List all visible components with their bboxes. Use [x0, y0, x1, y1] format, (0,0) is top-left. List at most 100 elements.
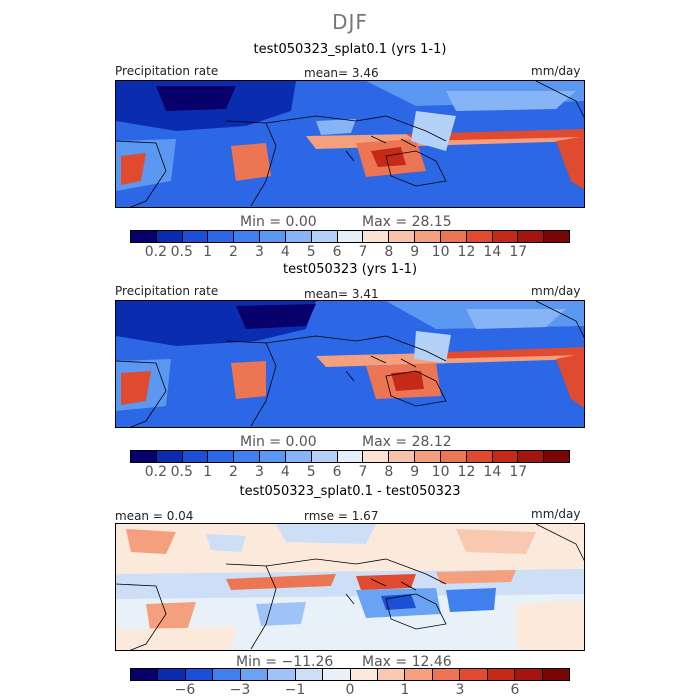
colorbar-tick-label: 1 [400, 682, 410, 698]
colorbar-swatch [544, 451, 570, 462]
colorbar-tick-label: −1 [284, 682, 306, 698]
colorbar-swatch [405, 669, 433, 680]
colorbar-tick-label: 9 [410, 464, 420, 480]
colorbar-swatch [363, 451, 390, 462]
colorbar-tick-label: 8 [384, 244, 394, 260]
panel-3-units-label: mm/day [531, 507, 581, 521]
colorbar-tick-label: 0.2 [144, 244, 168, 260]
colorbar-swatch [337, 231, 364, 242]
colorbar-tick-label: 12 [457, 464, 476, 480]
colorbar-swatch [131, 669, 159, 680]
colorbar-swatch [213, 669, 241, 680]
colorbar-tick-label: 3 [254, 464, 264, 480]
colorbar-swatch [544, 231, 570, 242]
colorbar-swatch [415, 451, 441, 462]
colorbar-tick-label: 4 [280, 244, 290, 260]
colorbar-tick-label: 6 [332, 464, 342, 480]
colorbar-swatch [518, 451, 545, 462]
panel-2-max-label: Max = 28.12 [362, 434, 452, 450]
colorbar-tick-label: 0.5 [170, 464, 193, 480]
colorbar-tick-label: 12 [457, 244, 476, 260]
panel-1-map [115, 80, 585, 208]
colorbar-tick-label: 3 [254, 244, 264, 260]
colorbar-tick-label: 17 [509, 464, 528, 480]
colorbar-swatch [240, 669, 269, 680]
colorbar-tick-label: −6 [174, 682, 196, 698]
panel-3-map [115, 523, 585, 651]
panel-3-max-label: Max = 12.46 [362, 654, 452, 670]
colorbar-swatch [285, 451, 312, 462]
colorbar-swatch [131, 231, 157, 242]
colorbar-swatch [466, 451, 493, 462]
colorbar-tick-label: 4 [280, 464, 290, 480]
panel-1-title: test050323_splat0.1 (yrs 1-1) [253, 42, 447, 57]
colorbar-tick-label: 0.2 [144, 464, 168, 480]
colorbar-tick-label: 10 [431, 244, 450, 260]
colorbar-swatch [323, 669, 351, 680]
colorbar-swatch [260, 231, 286, 242]
colorbar-tick-label: 0.5 [170, 244, 193, 260]
colorbar-swatch [234, 231, 261, 242]
colorbar-swatch [311, 451, 338, 462]
panel-2-mean-label: mean= 3.41 [304, 287, 379, 301]
panel-2-colorbar [130, 450, 570, 463]
panel-1-min-label: Min = 0.00 [240, 214, 317, 230]
colorbar-swatch [156, 231, 183, 242]
colorbar-swatch [208, 231, 235, 242]
colorbar-swatch [363, 231, 390, 242]
panel-3-title: test050323_splat0.1 - test050323 [239, 484, 461, 499]
colorbar-swatch [389, 231, 416, 242]
colorbar-tick-label: 5 [306, 244, 316, 260]
colorbar-swatch [158, 669, 186, 680]
colorbar-tick-label: 14 [483, 244, 502, 260]
panel-2-title: test050323 (yrs 1-1) [282, 262, 418, 277]
colorbar-swatch [311, 231, 338, 242]
panel-1-units-label: mm/day [531, 64, 581, 78]
panel-3-colorbar-ticks: −6 −3 −1 0 1 3 6 [130, 682, 570, 698]
colorbar-swatch [389, 451, 416, 462]
panel-2-map [115, 300, 585, 428]
panel-1-variable-label: Precipitation rate [115, 64, 219, 78]
colorbar-tick-label: −3 [229, 682, 251, 698]
colorbar-swatch [185, 669, 214, 680]
colorbar-tick-label: 6 [332, 244, 342, 260]
colorbar-swatch [337, 451, 364, 462]
colorbar-tick-label: 1 [203, 244, 213, 260]
colorbar-swatch [432, 669, 461, 680]
colorbar-swatch [460, 669, 488, 680]
colorbar-swatch [518, 231, 545, 242]
panel-2-colorbar-ticks: 0.2 0.5 1 2 3 4 5 6 7 8 9 10 12 14 17 [130, 464, 570, 480]
colorbar-tick-label: 14 [483, 464, 502, 480]
panel-1-colorbar [130, 230, 570, 243]
colorbar-tick-label: 9 [410, 244, 420, 260]
colorbar-swatch [295, 669, 324, 680]
panel-3-min-label: Min = −11.26 [236, 654, 334, 670]
colorbar-swatch [156, 451, 183, 462]
figure-title: DJF [332, 10, 368, 34]
colorbar-tick-label: 0 [345, 682, 355, 698]
colorbar-swatch [492, 231, 519, 242]
colorbar-swatch [208, 451, 235, 462]
panel-1-mean-label: mean= 3.46 [304, 66, 379, 80]
panel-3-rmse-label: rmse = 1.67 [304, 509, 379, 523]
panel-2-units-label: mm/day [531, 284, 581, 298]
colorbar-swatch [515, 669, 543, 680]
colorbar-swatch [285, 231, 312, 242]
colorbar-swatch [415, 231, 441, 242]
colorbar-swatch [260, 451, 286, 462]
colorbar-tick-label: 7 [358, 464, 368, 480]
colorbar-tick-label: 7 [358, 244, 368, 260]
colorbar-swatch [440, 451, 467, 462]
colorbar-tick-label: 2 [229, 244, 238, 260]
colorbar-tick-label: 17 [509, 244, 528, 260]
panel-2-variable-label: Precipitation rate [115, 284, 219, 298]
colorbar-swatch [131, 451, 157, 462]
colorbar-tick-label: 5 [306, 464, 316, 480]
colorbar-swatch [377, 669, 406, 680]
colorbar-tick-label: 8 [384, 464, 394, 480]
colorbar-tick-label: 6 [510, 682, 520, 698]
panel-3-mean-label: mean = 0.04 [115, 509, 194, 523]
panel-1-max-label: Max = 28.15 [362, 214, 452, 230]
panel-1-colorbar-ticks: 0.2 0.5 1 2 3 4 5 6 7 8 9 10 12 14 17 [130, 244, 570, 260]
colorbar-swatch [466, 231, 493, 242]
